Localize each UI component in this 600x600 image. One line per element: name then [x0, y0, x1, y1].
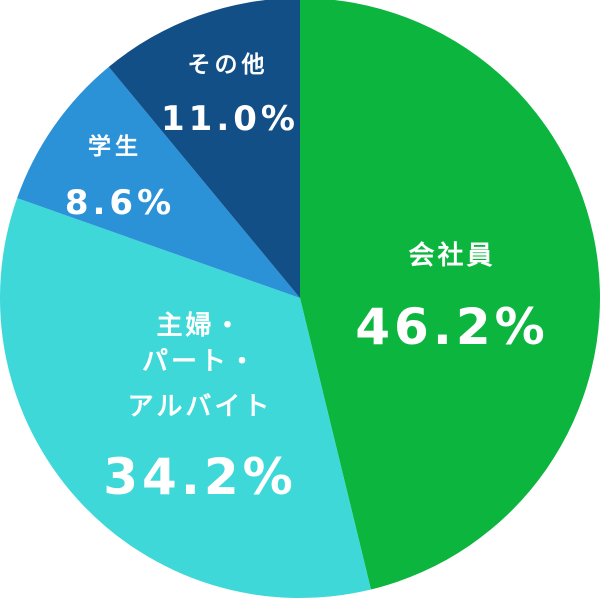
slice-value-shufu: 34.2%	[103, 448, 296, 506]
slice-value-sonota: 11.0%	[161, 99, 299, 139]
slice-label-sonota: その他	[188, 52, 269, 78]
slice-gakusei	[17, 66, 300, 298]
slice-shufu-part-arubaito	[0, 198, 371, 599]
slice-value-gakusei: 8.6%	[65, 183, 175, 223]
pie-labels: 会社員 46.2% 主婦・ パート・ アルバイト 34.2% 学生 8.6% そ…	[65, 52, 548, 506]
slice-label-kaishain: 会社員	[408, 240, 495, 271]
slice-value-kaishain: 46.2%	[355, 298, 548, 356]
slice-label-gakusei: 学生	[88, 133, 142, 160]
slice-sonota	[108, 0, 300, 298]
slice-kaishain	[300, 0, 600, 590]
slice-label-shufu-line3: アルバイト	[128, 392, 273, 422]
slice-label-shufu-line1: 主婦・	[156, 311, 243, 341]
slice-label-shufu-line2: パート・	[142, 347, 258, 377]
